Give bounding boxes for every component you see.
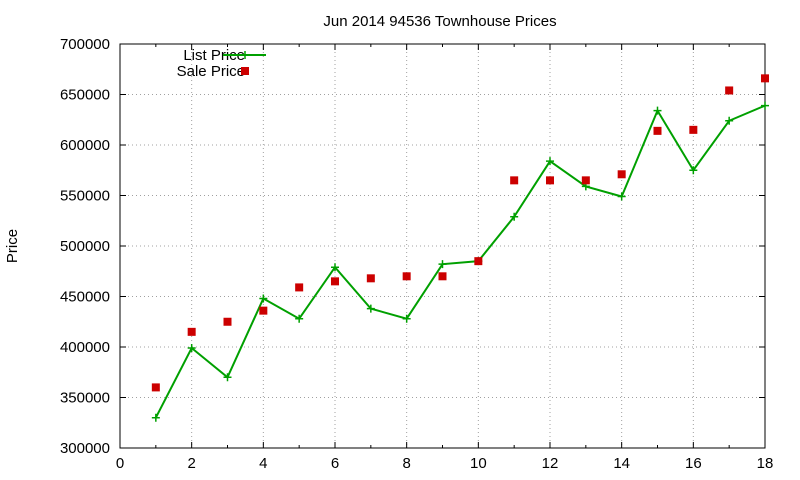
y-tick-label: 500000 — [60, 238, 110, 255]
data-layer — [151, 74, 769, 422]
x-tick-label: 0 — [116, 455, 124, 472]
y-tick-label: 600000 — [60, 137, 110, 154]
sale-price-point — [510, 176, 519, 185]
x-tick-label: 6 — [331, 455, 339, 472]
sale-price-point — [331, 277, 339, 286]
sale-price-point — [581, 176, 590, 185]
legend: List Price Sale Price — [177, 47, 266, 80]
x-tick-label: 18 — [757, 455, 774, 472]
legend-marker-list-price — [241, 51, 249, 59]
y-tick-label: 300000 — [60, 440, 110, 457]
y-tick-label: 400000 — [60, 339, 110, 356]
sale-price-point — [474, 257, 483, 266]
sale-price-point — [402, 272, 411, 281]
y-tick-label: 650000 — [60, 87, 110, 104]
list-price-point — [331, 263, 339, 272]
list-price-point — [259, 294, 268, 303]
list-price-point — [223, 373, 232, 382]
x-tick-label: 14 — [613, 455, 630, 472]
sale-price-point — [617, 170, 626, 179]
sale-price-point — [187, 327, 196, 336]
y-tick-label: 450000 — [60, 289, 110, 306]
x-tick-label: 2 — [187, 455, 195, 472]
sale-price-point — [151, 383, 160, 392]
sale-price-point — [295, 283, 304, 292]
series-line-list-price — [154, 104, 766, 419]
list-price-point — [689, 166, 698, 175]
sale-price-point — [223, 317, 232, 326]
x-tick-label: 4 — [259, 455, 267, 472]
list-price-point — [402, 314, 411, 323]
y-tick-label: 550000 — [60, 188, 110, 205]
x-tick-label: 10 — [470, 455, 487, 472]
x-tick-label: 12 — [542, 455, 559, 472]
list-price-point — [295, 314, 304, 323]
list-price-point — [151, 413, 160, 422]
list-price-point — [761, 101, 769, 110]
legend-label-sale-price: Sale Price — [177, 63, 245, 80]
y-tick-label: 700000 — [60, 36, 110, 53]
legend-marker-sale-price — [241, 67, 249, 75]
y-tick-label: 350000 — [60, 390, 110, 407]
grid-layer — [120, 44, 765, 448]
sale-price-point — [546, 176, 554, 185]
sale-price-point — [653, 126, 662, 135]
list-price-point — [617, 192, 626, 201]
list-price-point — [546, 157, 554, 166]
list-price-point — [725, 116, 734, 125]
sale-price-point — [438, 272, 447, 281]
x-tick-label: 8 — [402, 455, 410, 472]
sale-price-point — [689, 125, 698, 134]
list-price-point — [653, 106, 662, 115]
legend-label-list-price: List Price — [183, 47, 245, 64]
list-price-point — [510, 212, 519, 221]
x-tick-label: 16 — [685, 455, 702, 472]
chart-title: Jun 2014 94536 Townhouse Prices — [323, 13, 556, 30]
list-price-point — [438, 260, 447, 269]
sale-price-point — [366, 274, 375, 283]
ticks-layer: 0 2 4 6 8 10 12 14 16 18 300000 350000 400000 450000 5… — [60, 36, 773, 472]
y-axis-label: Price — [4, 229, 21, 263]
sale-price-point — [259, 306, 268, 315]
sale-price-point — [725, 86, 734, 95]
list-price-point — [366, 304, 375, 313]
list-price-point — [187, 344, 196, 353]
sale-price-point — [761, 74, 769, 83]
